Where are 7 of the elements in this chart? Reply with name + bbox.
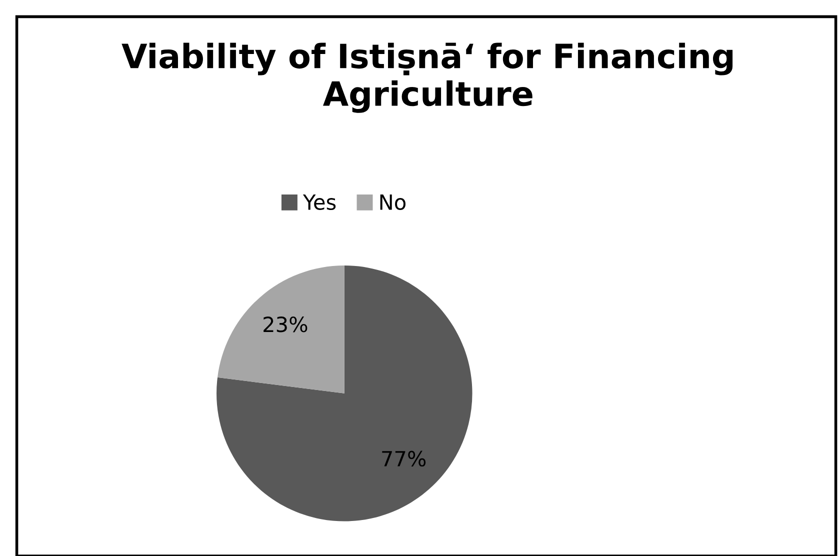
chart-title: Viability of Istiṣnā‘ for Financing Agriculture	[122, 42, 733, 113]
pie-slice	[216, 265, 472, 522]
data-label: 23%	[264, 316, 308, 332]
pie-slice	[218, 265, 344, 394]
data-label: 77%	[382, 450, 426, 467]
legend-label: No	[380, 194, 406, 210]
legend-label: Yes	[302, 194, 336, 210]
